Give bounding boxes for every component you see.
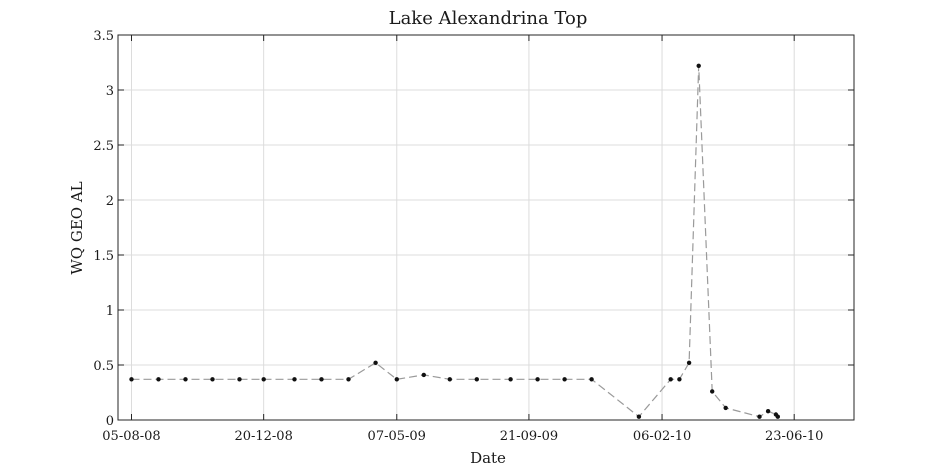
- data-point: [668, 377, 673, 382]
- x-axis-title: Date: [470, 449, 506, 467]
- data-point: [589, 377, 594, 382]
- data-point: [129, 377, 134, 382]
- y-tick-label: 1.5: [93, 249, 114, 264]
- x-tick-label: 05-08-08: [102, 429, 160, 444]
- x-tick-label: 07-05-09: [368, 429, 426, 444]
- y-tick-label: 2: [106, 194, 114, 209]
- y-tick-label: 2.5: [93, 139, 114, 154]
- data-point: [723, 405, 728, 411]
- x-tick-label: 23-06-10: [765, 429, 823, 444]
- data-point: [696, 63, 701, 68]
- data-point: [346, 377, 351, 382]
- data-point: [319, 377, 324, 382]
- data-point: [535, 377, 540, 382]
- data-point: [765, 409, 771, 414]
- axis-ticks: [118, 34, 854, 421]
- data-point: [261, 377, 266, 382]
- plot-area-frame: [117, 34, 855, 421]
- data-point: [686, 360, 692, 365]
- data-point: [508, 377, 513, 382]
- data-point: [156, 377, 161, 382]
- data-point: [183, 377, 188, 382]
- y-tick-label: 3.5: [93, 29, 114, 44]
- data-point: [677, 377, 682, 382]
- y-axis-title: WQ GEO AL: [68, 181, 86, 274]
- grid: [118, 34, 854, 421]
- x-tick-label: 20-12-08: [234, 429, 292, 444]
- series-group: [129, 63, 780, 419]
- chart-title: Lake Alexandrina Top: [389, 8, 588, 29]
- data-point: [775, 414, 780, 419]
- y-tick-label: 3: [106, 84, 114, 99]
- data-point: [292, 377, 297, 382]
- data-point: [562, 377, 567, 382]
- data-point: [237, 377, 242, 382]
- series-line: [131, 65, 779, 418]
- data-point: [710, 389, 715, 394]
- y-tick-label: 0.5: [93, 359, 114, 374]
- x-tick-label: 06-02-10: [633, 429, 691, 444]
- data-point: [757, 414, 762, 419]
- y-tick-label: 1: [106, 304, 114, 319]
- data-point: [636, 414, 642, 419]
- data-point: [447, 377, 452, 382]
- data-point: [421, 372, 426, 378]
- data-point: [394, 377, 399, 382]
- tick-labels: 0 0.5 1 1.5 2 2.5 3 3.5 05-08-08 20-12-08 07-05-09…: [93, 29, 823, 444]
- data-point: [373, 360, 378, 365]
- data-point: [210, 377, 215, 382]
- y-tick-label: 0: [106, 414, 114, 429]
- data-point: [474, 377, 479, 382]
- x-tick-label: 21-09-09: [500, 429, 558, 444]
